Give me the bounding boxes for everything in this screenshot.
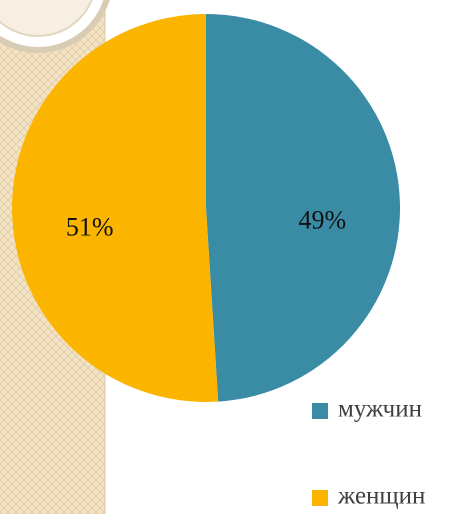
pie-chart: 49% 51% мужчин женщин	[11, 14, 425, 510]
pie-slice	[206, 14, 400, 402]
legend-label: мужчин	[338, 396, 422, 423]
pie-slice	[11, 14, 219, 403]
data-label: 51%	[66, 213, 114, 242]
corner-circle-inner	[0, 0, 93, 37]
legend-swatch	[312, 403, 328, 419]
legend-label: женщин	[337, 483, 425, 510]
data-label: 49%	[299, 205, 347, 234]
legend-swatch	[312, 490, 328, 506]
